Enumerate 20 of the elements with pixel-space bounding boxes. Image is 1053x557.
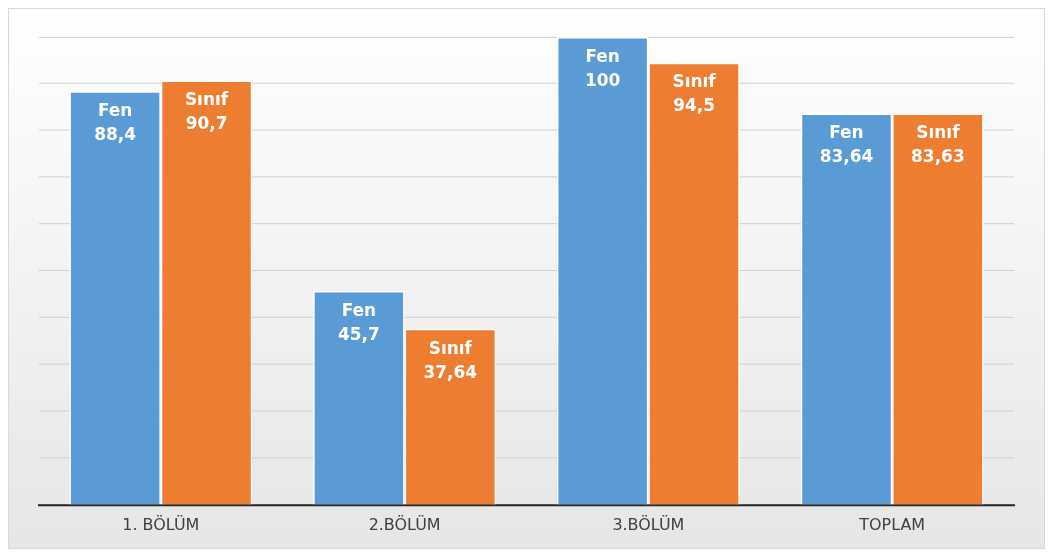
data-label: 37,64: [423, 361, 478, 382]
x-tick-label: 3.BÖLÜM: [612, 514, 685, 534]
series-label: Fen: [341, 299, 377, 320]
data-label: 45,7: [337, 323, 380, 344]
series-label: Sınıf: [184, 89, 229, 110]
data-label: 83,63: [911, 146, 965, 167]
text: Sınıf: [428, 337, 472, 358]
x-tick-label: 1. BÖLÜM: [122, 514, 200, 534]
text: Sınıf: [672, 71, 716, 92]
text: Fen: [585, 45, 620, 66]
data-label: 94,5: [673, 95, 716, 116]
x-tick-label: 2.BÖLÜM: [368, 514, 441, 534]
data-label: 83,64: [819, 146, 874, 167]
data-label: 100: [584, 69, 621, 90]
text: Fen: [97, 100, 133, 121]
x-tick-label: TOPLAM: [858, 514, 926, 534]
data-label: 90,7: [185, 113, 228, 134]
text: Sınıf: [916, 122, 960, 143]
text: Fen: [829, 122, 864, 143]
data-label: 88,4: [94, 123, 137, 144]
